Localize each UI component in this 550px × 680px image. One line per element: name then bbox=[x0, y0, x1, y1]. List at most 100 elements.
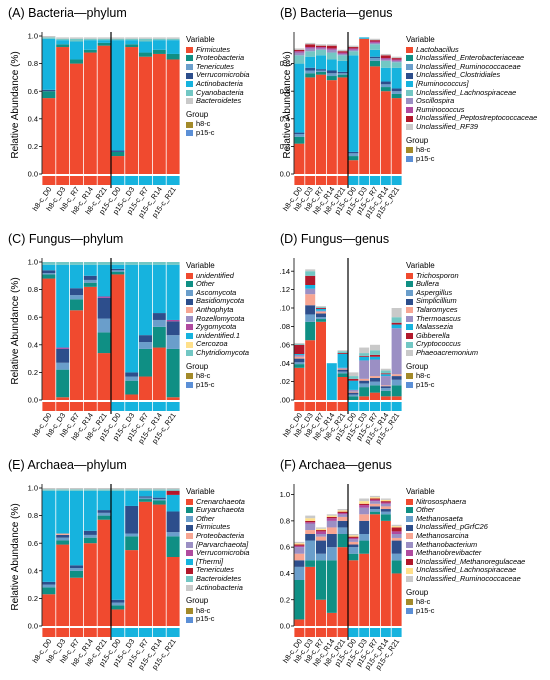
bar-segment bbox=[294, 560, 305, 567]
bar-segment bbox=[380, 67, 391, 82]
bar-segment bbox=[139, 348, 152, 377]
group-strip-cell bbox=[56, 402, 70, 411]
bar-segment bbox=[97, 297, 111, 319]
bar-segment bbox=[359, 553, 370, 626]
bar-segment bbox=[370, 56, 380, 59]
group-strip-cell bbox=[348, 176, 359, 185]
bar-segment bbox=[348, 536, 359, 538]
bar-segment bbox=[305, 321, 316, 341]
bar-segment bbox=[380, 81, 391, 85]
legend-swatch bbox=[186, 324, 193, 331]
legend-swatch bbox=[406, 307, 413, 314]
bar-segment bbox=[305, 73, 316, 78]
bar-segment bbox=[380, 509, 391, 512]
bar-segment bbox=[326, 547, 337, 561]
bar-segment bbox=[125, 536, 139, 551]
bar-segment bbox=[70, 38, 83, 42]
group-strip-cell bbox=[97, 402, 111, 411]
bar-segment bbox=[391, 396, 402, 400]
bar-segment bbox=[391, 91, 402, 94]
bar-segment bbox=[305, 70, 316, 74]
bar-segment bbox=[125, 490, 139, 506]
bar-segment bbox=[125, 47, 139, 174]
bar-segment bbox=[316, 536, 326, 541]
bar-segment bbox=[391, 98, 402, 174]
bar-segment bbox=[337, 534, 348, 548]
legend-swatch bbox=[406, 567, 413, 574]
legend-label: Methanosaeta bbox=[416, 513, 463, 523]
bar-segment bbox=[316, 70, 326, 72]
bar-segment bbox=[316, 540, 326, 554]
legend-item: unidentified bbox=[186, 271, 249, 281]
bar-segment bbox=[391, 524, 402, 527]
bar-segment bbox=[370, 503, 380, 507]
bar-segment bbox=[166, 397, 180, 400]
y-tick-label: 0.6 bbox=[280, 543, 290, 552]
bar-segment bbox=[83, 279, 97, 283]
bar-segment bbox=[152, 490, 166, 498]
bar-segment bbox=[370, 497, 380, 499]
bar-segment bbox=[370, 42, 380, 45]
y-tick-label: 1.0 bbox=[28, 484, 38, 493]
bar-segment bbox=[111, 38, 125, 41]
bar-segment bbox=[391, 534, 402, 538]
legend-item: Actinobacteria bbox=[186, 582, 250, 593]
bar-segment bbox=[70, 570, 83, 578]
bar-segment bbox=[294, 49, 305, 52]
group-strip-cell bbox=[83, 176, 97, 185]
bar-segment bbox=[370, 350, 380, 355]
legend-label: Actinobacteria bbox=[196, 582, 243, 592]
group-legend-title: Group bbox=[186, 596, 209, 606]
bar-segment bbox=[139, 501, 152, 626]
group-legend-item: p15-c bbox=[186, 615, 250, 624]
bar-segment bbox=[305, 47, 316, 49]
bar-segment bbox=[83, 489, 97, 491]
legend-label: Actinobacteria bbox=[196, 78, 243, 88]
bar-segment bbox=[316, 45, 326, 48]
bar-segment bbox=[111, 274, 125, 400]
bar-segment bbox=[370, 498, 380, 500]
bar-segment bbox=[359, 507, 370, 515]
legend-title: Variable bbox=[186, 487, 215, 496]
legend-swatch bbox=[186, 281, 193, 288]
y-tick-label: 0.2 bbox=[28, 142, 38, 151]
bar-segment bbox=[294, 344, 305, 354]
legend-label: Phaeoacremonium bbox=[416, 347, 479, 357]
group-legend-swatch bbox=[406, 156, 413, 163]
bar-segment bbox=[152, 37, 166, 39]
bar-segment bbox=[152, 49, 166, 54]
bar-segment bbox=[316, 310, 326, 312]
legend-label: Proteobacteria bbox=[196, 53, 245, 63]
bar-segment bbox=[83, 264, 97, 276]
y-tick-label: 0.6 bbox=[28, 539, 38, 548]
legend-label: Unclassified_Ruminococcaceae bbox=[416, 61, 521, 71]
bar-segment bbox=[359, 356, 370, 361]
bar-segment bbox=[337, 516, 348, 521]
bar-segment bbox=[294, 541, 305, 544]
group-strip-cell bbox=[391, 628, 402, 637]
panel-title: (E) Archaea—phylum bbox=[8, 458, 127, 472]
bar-segment bbox=[97, 519, 111, 626]
bar-segment bbox=[337, 77, 348, 174]
bar-segment bbox=[380, 58, 391, 60]
panel-c: (C) Fungus—phylum Relative Abundance (%)… bbox=[8, 232, 278, 452]
chart-svg: Relative Abundance (%) 0.0 0.2 0.4 0.6 0.8 1.0… bbox=[10, 484, 180, 671]
bar-segment bbox=[125, 44, 139, 48]
bar-segment bbox=[326, 514, 337, 516]
bar-segment bbox=[97, 318, 111, 333]
y-tick-label: 0.4 bbox=[28, 114, 38, 123]
group-legend-swatch bbox=[186, 121, 193, 128]
bar-segment bbox=[305, 275, 316, 285]
bar-segment bbox=[83, 49, 97, 53]
bar-segment bbox=[370, 377, 380, 382]
bar-segment bbox=[294, 358, 305, 363]
bar-segment bbox=[42, 581, 56, 585]
legend-swatch bbox=[186, 307, 193, 314]
bar-segment bbox=[166, 59, 180, 174]
bar-segment bbox=[83, 38, 97, 41]
legend-item: Other bbox=[186, 280, 249, 289]
bar-segment bbox=[326, 80, 337, 174]
legend-label: Chytridiomycota bbox=[196, 347, 249, 357]
legend-label: [Parvarchaeota] bbox=[196, 539, 249, 549]
group-legend-label: h8-c bbox=[416, 597, 431, 607]
